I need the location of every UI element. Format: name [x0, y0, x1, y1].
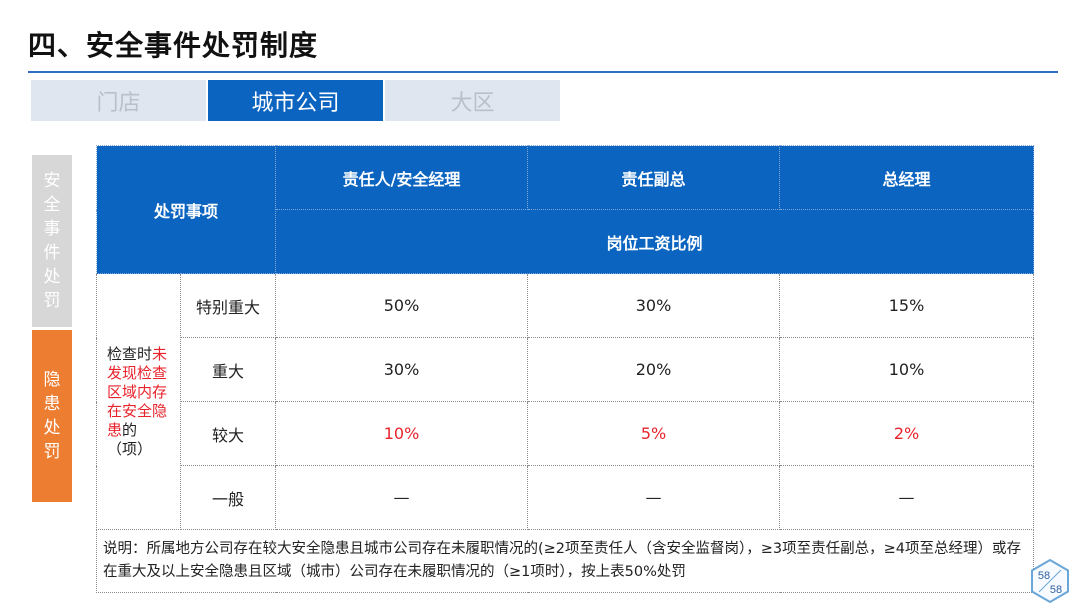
page-number-badge: 58 58 — [1031, 558, 1069, 604]
value-cell: 10% — [779, 337, 1035, 402]
page-total: 58 — [1050, 584, 1062, 596]
table-row: 检查时未发现检查区域内存在安全隐患的（项） 特别重大 50% 30% 15% — [96, 273, 1035, 530]
side-tab-hazard-penalty[interactable]: 隐 患 处 罚 — [32, 330, 72, 502]
value-cell: — — [779, 465, 1035, 530]
level-cell: 较大 — [179, 401, 277, 466]
level-cell: 重大 — [179, 337, 277, 402]
value-cell: 50% — [275, 273, 529, 338]
side-tab-char: 安 — [43, 171, 61, 191]
side-tab-char: 患 — [43, 394, 61, 414]
table-row: 重大 30% 20% 10% — [97, 337, 1035, 402]
condition-cell: 检查时未发现检查区域内存在安全隐患的（项） — [96, 273, 181, 530]
condition-text: 检查时 — [107, 344, 153, 363]
side-tab-char: 件 — [43, 243, 61, 263]
table-row: 较大 10% 5% 2% — [97, 401, 1035, 466]
tab-region[interactable]: 大区 — [385, 80, 560, 121]
side-tab-char: 处 — [43, 267, 61, 287]
tab-city-company[interactable]: 城市公司 — [208, 80, 383, 121]
side-tab-char: 处 — [43, 418, 61, 438]
value-cell: 30% — [527, 273, 781, 338]
level-cell: 特别重大 — [179, 273, 277, 338]
value-cell: — — [275, 465, 529, 530]
value-cell: — — [527, 465, 781, 530]
page-current: 58 — [1038, 570, 1050, 582]
side-tab-char: 全 — [43, 195, 61, 215]
penalty-table: 处罚事项 责任人/安全经理 责任副总 总经理 岗位工资比例 检查时未发现检查区域… — [95, 145, 1035, 593]
table-row: 一般 — — — — [97, 465, 1035, 530]
level-cell: 一般 — [179, 465, 277, 530]
value-cell-highlight: 5% — [527, 401, 781, 466]
header-role: 总经理 — [779, 145, 1035, 210]
condition-highlight: 未发现检查区域内存在安全隐患 — [107, 344, 168, 439]
side-tab-char: 罚 — [43, 291, 61, 311]
page-title: 四、安全事件处罚制度 — [28, 29, 319, 62]
header-role: 责任副总 — [527, 145, 781, 210]
side-tab-char: 事 — [43, 219, 61, 239]
header-penalty-item: 处罚事项 — [95, 145, 277, 274]
side-tab-safety-event-penalty[interactable]: 安 全 事 件 处 罚 — [32, 155, 72, 327]
side-tab-char: 罚 — [43, 442, 61, 462]
note-text: 说明：所属地方公司存在较大安全隐患且城市公司存在未履职情况的(≥2项至责任人（含… — [95, 529, 1035, 593]
title-divider — [28, 71, 1058, 73]
header-salary-ratio: 岗位工资比例 — [275, 209, 1035, 274]
tab-store[interactable]: 门店 — [31, 80, 206, 121]
condition-text: 的（项） — [107, 420, 153, 458]
badge-divider — [1038, 569, 1062, 593]
value-cell-highlight: 10% — [275, 401, 529, 466]
side-tab-char: 隐 — [43, 370, 61, 390]
value-cell-highlight: 2% — [779, 401, 1035, 466]
value-cell: 20% — [527, 337, 781, 402]
value-cell: 15% — [779, 273, 1035, 338]
value-cell: 30% — [275, 337, 529, 402]
header-role: 责任人/安全经理 — [275, 145, 529, 210]
tab-bar: 门店 城市公司 大区 — [31, 80, 560, 121]
